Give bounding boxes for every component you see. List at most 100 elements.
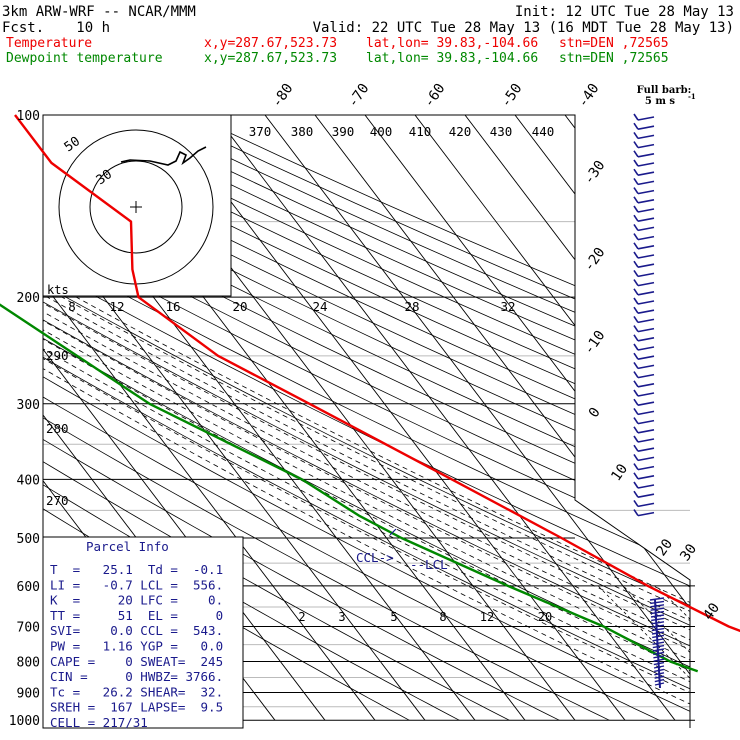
wind-barb-flag xyxy=(633,233,639,241)
moist-adiabat xyxy=(43,296,690,721)
wind-barbs xyxy=(633,113,665,689)
mixing-ratio-label: 5 xyxy=(390,610,397,624)
wind-barb xyxy=(637,475,655,480)
wind-barb xyxy=(637,309,655,314)
wind-barb xyxy=(637,263,655,268)
wind-barb xyxy=(637,383,655,388)
theta-e-label: 400 xyxy=(370,124,393,139)
hodograph-ring-label: 30 xyxy=(94,167,115,188)
theta-e-label: 380 xyxy=(291,124,314,139)
mixing-ratio-label: 3 xyxy=(338,610,345,624)
wind-barb xyxy=(637,235,655,241)
wind-barb-flag xyxy=(633,490,639,498)
hodograph-unit: kts xyxy=(47,283,69,297)
ccl-label: CCL-> xyxy=(356,550,394,565)
theta-e-label: 430 xyxy=(490,124,513,139)
wind-barb-flag xyxy=(633,315,639,323)
hodograph-trace xyxy=(120,146,207,166)
wind-barb-flag xyxy=(633,242,639,250)
moist-adiabat xyxy=(43,296,690,721)
isotherm-label: -20 xyxy=(581,245,609,275)
forecast-label: Fcst. xyxy=(2,20,44,36)
isotherm xyxy=(564,115,690,721)
parcel-info-row: TT = 51 EL = 0 xyxy=(50,608,223,623)
isotherm xyxy=(214,115,676,721)
wind-barb-flag xyxy=(633,343,639,351)
temp-tick-label: 28 xyxy=(404,299,419,314)
parcel-info-row: CELL = 217/31 xyxy=(50,715,148,730)
wind-barb xyxy=(637,125,655,130)
temp-tick-label: 8 xyxy=(68,299,76,314)
parcel-info-row: SVI= 0.0 CCL = 543. xyxy=(50,623,223,638)
dry-adiabat xyxy=(43,115,690,721)
wind-barb xyxy=(637,438,655,443)
wind-barb xyxy=(637,180,655,186)
dry-adiabat xyxy=(43,115,690,721)
pressure-label: 800 xyxy=(17,656,40,671)
moist-adiabat xyxy=(43,296,690,721)
wind-barb-flag xyxy=(633,463,639,471)
hodograph-box xyxy=(42,114,232,297)
moist-adiabat xyxy=(76,296,690,721)
isotherm xyxy=(464,115,690,721)
dry-adiabat xyxy=(43,115,690,721)
wind-barb xyxy=(637,493,655,498)
barb-legend-unit: 5 m s xyxy=(645,96,676,107)
dry-adiabat xyxy=(43,115,690,721)
dry-adiabat xyxy=(43,115,690,721)
pressure-label: 300 xyxy=(17,398,40,413)
theta-e-label: 440 xyxy=(532,124,555,139)
mixing-ratio-label: 2 xyxy=(298,610,305,624)
pressure-label: 900 xyxy=(17,687,40,702)
wind-barb xyxy=(637,327,655,333)
wind-barb-flag xyxy=(633,150,639,158)
barb-legend-unit-sup: -1 xyxy=(688,92,696,101)
wind-barb xyxy=(637,410,655,416)
wind-barb-flag xyxy=(633,306,639,314)
isotherm xyxy=(414,115,690,721)
valid-time: Valid: 22 UTC Tue 28 May 13 (16 MDT Tue … xyxy=(313,20,734,36)
wind-barb xyxy=(637,134,655,140)
theta-e-label: 390 xyxy=(332,124,355,139)
dry-adiabat xyxy=(43,115,690,721)
init-time: Init: 12 UTC Tue 28 May 13 xyxy=(515,4,734,20)
wind-barb-flag xyxy=(633,122,639,130)
dewpoint-xy: x,y=287.67,523.73 xyxy=(204,51,337,66)
parcel-info-row: SREH = 167 LAPSE= 9.5 xyxy=(50,700,223,715)
wind-barb-flag xyxy=(633,435,639,443)
mixing-ratio-line xyxy=(656,585,690,721)
wind-barb xyxy=(637,300,655,305)
wind-barb xyxy=(637,484,655,489)
moist-adiabat xyxy=(43,296,690,721)
wind-barb-flag xyxy=(633,398,639,406)
mixing-ratio-label: 20 xyxy=(538,610,552,624)
pressure-label: 100 xyxy=(17,109,40,124)
parcel-info-panel: Parcel Info T = 25.1 Td = -0.1LI = -0.7 L… xyxy=(42,536,244,730)
wind-barb-flag xyxy=(633,251,639,259)
wind-barb xyxy=(637,153,655,158)
moist-adiabat xyxy=(43,296,690,721)
isotherm-label: -10 xyxy=(581,328,609,358)
isotherm xyxy=(364,115,690,721)
mixing-ratio-line xyxy=(717,586,740,720)
forecast-hours: 10 h xyxy=(76,20,110,36)
wind-barb-flag xyxy=(633,334,639,342)
wind-barb-flag xyxy=(633,159,639,167)
temp-tick-label: 16 xyxy=(165,299,180,314)
temp-tick-label: 20 xyxy=(232,299,247,314)
pressure-label: 700 xyxy=(17,620,40,635)
mixing-ratio-label: 12 xyxy=(480,610,494,624)
isotherm xyxy=(314,115,690,721)
parcel-info-row: CAPE = 0 SWEAT= 245 xyxy=(50,654,223,669)
wind-barb xyxy=(637,217,655,222)
wind-barb-flag xyxy=(633,196,639,204)
wind-barb-flag xyxy=(633,444,639,452)
wind-barb-flag xyxy=(633,325,639,333)
wind-barb-flag xyxy=(633,223,639,231)
parcel-info-row: Tc = 26.2 SHEAR= 32. xyxy=(50,684,223,699)
dry-adiabat xyxy=(43,115,690,721)
wind-barb-flag xyxy=(633,407,639,415)
isotherm xyxy=(43,115,426,721)
wind-barb-flag xyxy=(633,205,639,213)
isotherm-label: -80 xyxy=(269,81,297,111)
